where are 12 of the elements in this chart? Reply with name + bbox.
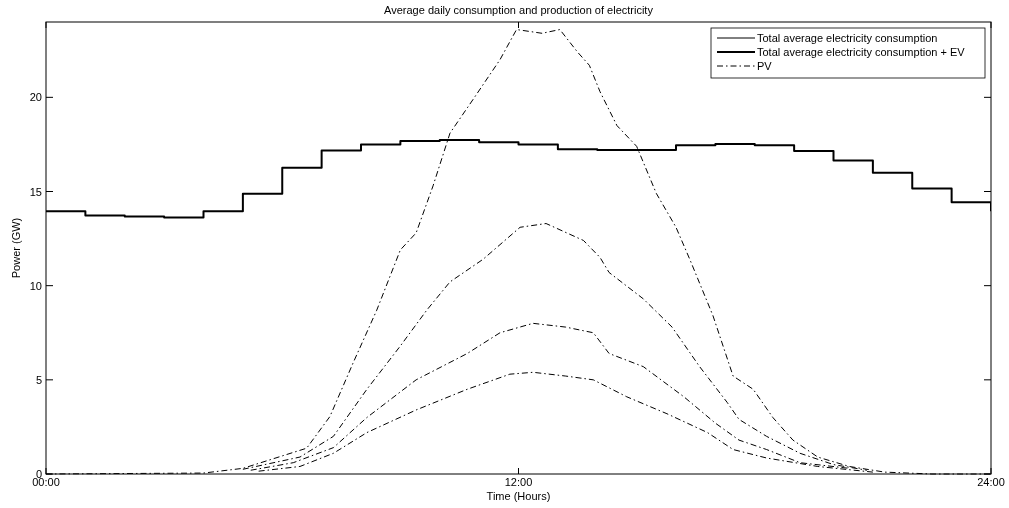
chart-title: Average daily consumption and production of electricity: [384, 4, 654, 16]
x-tick-label: 12:00: [504, 476, 533, 488]
y-tick-label: 20: [29, 91, 42, 104]
x-tick-label: 24:00: [977, 476, 1005, 488]
legend-label: PV: [757, 60, 773, 72]
x-axis-title: Time (Hours): [486, 490, 551, 502]
legend-label: Total average electricity consumption + EV: [757, 46, 966, 58]
legend-label: Total average electricity consumption: [757, 32, 938, 44]
y-tick-label: 10: [29, 279, 42, 292]
y-tick-label: 15: [29, 185, 42, 198]
y-axis-title: Power (GW): [10, 217, 22, 279]
y-tick-label: 5: [35, 373, 42, 386]
